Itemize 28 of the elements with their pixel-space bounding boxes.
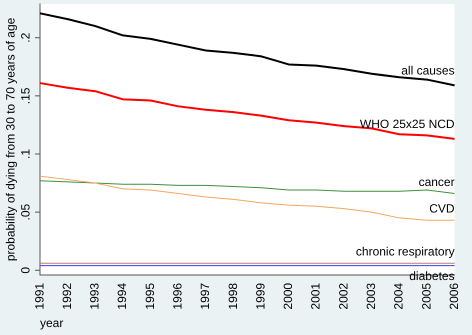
x-tick-label: 2001 [308, 282, 323, 310]
x-tick-label: 1995 [142, 282, 157, 310]
y-tick-label: 0 [18, 266, 32, 274]
y-tick-label: .05 [18, 203, 32, 220]
x-tick-label: 1994 [115, 282, 130, 310]
series-label: cancer [418, 174, 455, 189]
series-label: CVD [429, 202, 455, 216]
y-axis-title: probability of dying from 30 to 70 years of age [4, 17, 18, 262]
x-tick-label: 1998 [226, 282, 240, 310]
series-label: WHO 25x25 NCD [360, 117, 455, 132]
x-tick-label: 2006 [446, 282, 461, 310]
x-tick-label: 1991 [32, 282, 46, 310]
x-tick-label: 1997 [198, 282, 212, 310]
x-tick-label: 2003 [364, 282, 378, 310]
x-tick-label: 1992 [60, 282, 74, 310]
y-tick-label: .2 [18, 32, 32, 43]
x-tick-label: 2000 [281, 282, 296, 310]
x-tick-label: 2005 [419, 282, 434, 310]
x-tick-label: 1996 [170, 282, 185, 310]
x-axis-title: year [40, 316, 64, 330]
x-tick-label: 2002 [336, 282, 350, 310]
y-tick-label: .1 [18, 148, 32, 159]
x-tick-label: 2004 [392, 282, 406, 310]
series-label: chronic respiratory [356, 244, 455, 259]
x-tick-label: 1993 [88, 282, 102, 310]
x-tick-label: 1999 [253, 282, 268, 310]
series-label: all causes [401, 64, 455, 78]
y-tick-label: .15 [18, 87, 32, 104]
